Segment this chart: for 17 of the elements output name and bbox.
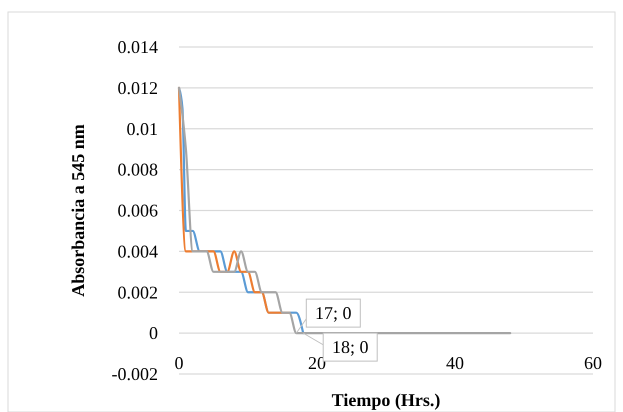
y-tick-label: 0.004 [118, 241, 158, 262]
y-tick-label: 0.006 [118, 200, 158, 220]
y-tick-label: 0 [149, 323, 158, 344]
line-series [178, 86, 512, 334]
y-axis-title: Absorbancia a 545 nm [68, 124, 88, 297]
y-tick-label: 0.014 [118, 37, 158, 57]
x-tick-label: 40 [446, 353, 464, 374]
y-tick-label: 0.012 [118, 78, 158, 98]
x-tick-label: 60 [584, 353, 602, 374]
annotation: 18; 0 [332, 337, 368, 358]
y-tick-label: -0.002 [112, 364, 158, 384]
y-tick-label: 0.01 [126, 118, 158, 139]
y-tick-label: 0.008 [118, 160, 158, 180]
x-axis-title: Tiempo (Hrs.) [332, 390, 440, 410]
annotation: 17; 0 [315, 303, 352, 324]
y-tick-label: 0.002 [118, 282, 158, 302]
x-tick-label: 0 [174, 353, 184, 374]
